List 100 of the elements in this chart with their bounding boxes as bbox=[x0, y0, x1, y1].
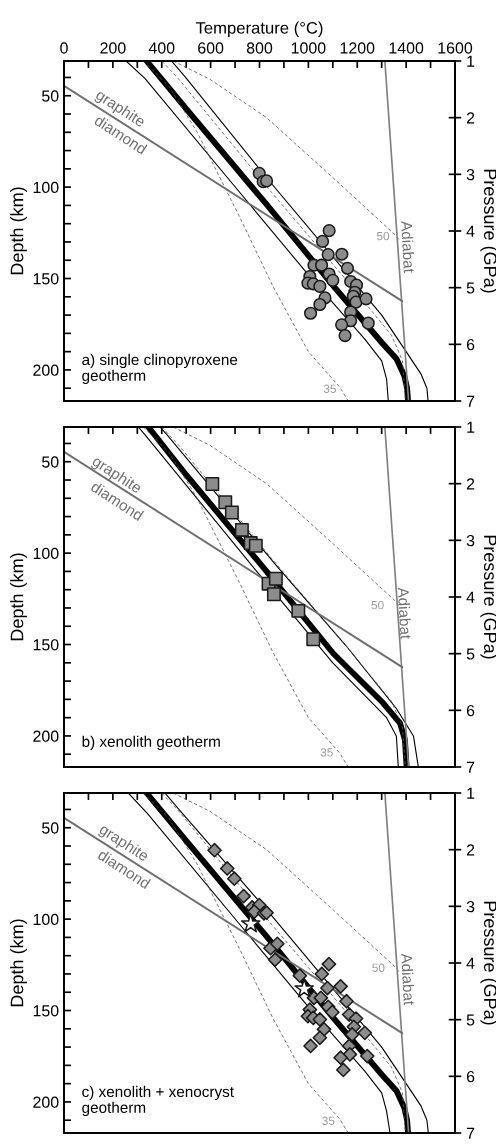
y2-tick-label: 1 bbox=[467, 421, 475, 433]
text: a) single clinopyroxene geotherm bbox=[82, 353, 238, 384]
x-tick-label: 1000 bbox=[291, 42, 326, 54]
point bbox=[320, 980, 335, 996]
point bbox=[266, 587, 281, 602]
x-tick-label: 200 bbox=[100, 42, 126, 54]
point bbox=[339, 993, 354, 1009]
y2-tick-label: 2 bbox=[466, 112, 475, 124]
point bbox=[324, 1004, 340, 1020]
point bbox=[338, 328, 352, 343]
point bbox=[291, 603, 306, 618]
y-tick-label: 150 bbox=[33, 639, 59, 651]
y2-tick-label: 1 bbox=[467, 55, 475, 67]
y-axis-title: Depth (km) bbox=[10, 187, 27, 275]
y2-tick-label: 5 bbox=[466, 1014, 475, 1026]
point bbox=[207, 842, 222, 858]
annotation: Adiabat bbox=[397, 587, 412, 640]
annotation: Adiabat bbox=[401, 953, 415, 1006]
point bbox=[313, 279, 327, 293]
point bbox=[268, 571, 283, 586]
point bbox=[260, 174, 274, 188]
y-tick-label: 100 bbox=[33, 913, 59, 926]
point bbox=[314, 966, 330, 982]
y-axis-title: Depth (km) bbox=[10, 919, 27, 1007]
y-tick-label: 150 bbox=[33, 273, 59, 285]
y-tick-label: 100 bbox=[33, 181, 59, 194]
point bbox=[359, 292, 373, 306]
y-tick-label: 150 bbox=[33, 1005, 59, 1017]
annotation: 50 bbox=[371, 600, 384, 610]
point bbox=[312, 1030, 328, 1046]
y2-tick-label: 7 bbox=[466, 1127, 475, 1139]
point bbox=[303, 1038, 318, 1054]
point bbox=[333, 1050, 348, 1066]
point bbox=[315, 234, 330, 248]
point bbox=[344, 1027, 360, 1042]
point bbox=[322, 224, 336, 238]
y-tick-label: 50 bbox=[42, 822, 59, 834]
annotation: 50 bbox=[376, 231, 390, 241]
y2-tick-label: 3 bbox=[466, 534, 475, 547]
y2-tick-label: 2 bbox=[466, 478, 475, 490]
x-tick-label: 800 bbox=[246, 42, 273, 54]
annotation: 35 bbox=[322, 1116, 335, 1125]
point bbox=[240, 913, 261, 933]
point bbox=[316, 1022, 332, 1037]
x-tick-label: 0 bbox=[60, 42, 68, 54]
annotation: 35 bbox=[323, 384, 336, 393]
x-axis-title: Temperature (°C) bbox=[195, 21, 323, 38]
y2-tick-label: 3 bbox=[466, 900, 475, 913]
point bbox=[303, 306, 318, 320]
y2-tick-label: 1 bbox=[467, 787, 475, 799]
x-tick-label: 1400 bbox=[389, 42, 424, 54]
y2-tick-label: 4 bbox=[466, 225, 475, 237]
point bbox=[335, 1062, 351, 1078]
point bbox=[326, 273, 340, 287]
x-tick-label: 1200 bbox=[340, 42, 375, 54]
annotation: 50 bbox=[372, 963, 385, 972]
point bbox=[205, 477, 220, 492]
y2-tick-label: 5 bbox=[466, 648, 475, 660]
point bbox=[314, 258, 329, 272]
y-tick-label: 200 bbox=[33, 364, 59, 376]
point bbox=[340, 261, 355, 275]
point bbox=[321, 956, 337, 972]
y2-tick-label: 7 bbox=[466, 395, 475, 407]
point bbox=[234, 522, 249, 537]
point bbox=[306, 632, 321, 647]
y2-tick-label: 3 bbox=[466, 168, 475, 181]
point bbox=[333, 979, 348, 994]
text: c) xenolith + xenocryst geotherm bbox=[82, 1085, 234, 1116]
y2-tick-label: 7 bbox=[466, 761, 475, 773]
point bbox=[313, 990, 329, 1006]
y2-tick-label: 2 bbox=[466, 844, 475, 856]
point bbox=[219, 861, 235, 876]
annotation: 35 bbox=[320, 748, 333, 757]
y-axis-title: Depth (km) bbox=[10, 553, 27, 641]
point bbox=[294, 978, 315, 998]
y2-tick-label: 4 bbox=[466, 957, 475, 969]
y-tick-label: 50 bbox=[42, 456, 59, 468]
text: b) xenolith geotherm bbox=[82, 735, 220, 750]
point bbox=[236, 888, 251, 904]
x-tick-label: 400 bbox=[148, 42, 175, 54]
x-tick-label: 1600 bbox=[438, 42, 473, 54]
annotation: Adiabat bbox=[401, 220, 415, 273]
point bbox=[313, 297, 327, 312]
y-tick-label: 50 bbox=[42, 90, 59, 102]
point bbox=[335, 247, 349, 261]
point bbox=[267, 952, 283, 968]
point bbox=[226, 871, 242, 887]
point bbox=[269, 936, 285, 952]
y2-tick-label: 6 bbox=[466, 1070, 475, 1083]
y2-tick-label: 5 bbox=[466, 282, 475, 294]
point bbox=[361, 316, 375, 330]
x-tick-label: 600 bbox=[198, 42, 224, 54]
point bbox=[359, 1048, 375, 1064]
point bbox=[321, 248, 335, 262]
point bbox=[357, 1025, 373, 1041]
point bbox=[342, 1047, 358, 1062]
y2-tick-label: 6 bbox=[466, 704, 475, 717]
y-tick-label: 100 bbox=[33, 547, 59, 560]
y-tick-label: 200 bbox=[33, 730, 59, 742]
point bbox=[335, 318, 349, 332]
